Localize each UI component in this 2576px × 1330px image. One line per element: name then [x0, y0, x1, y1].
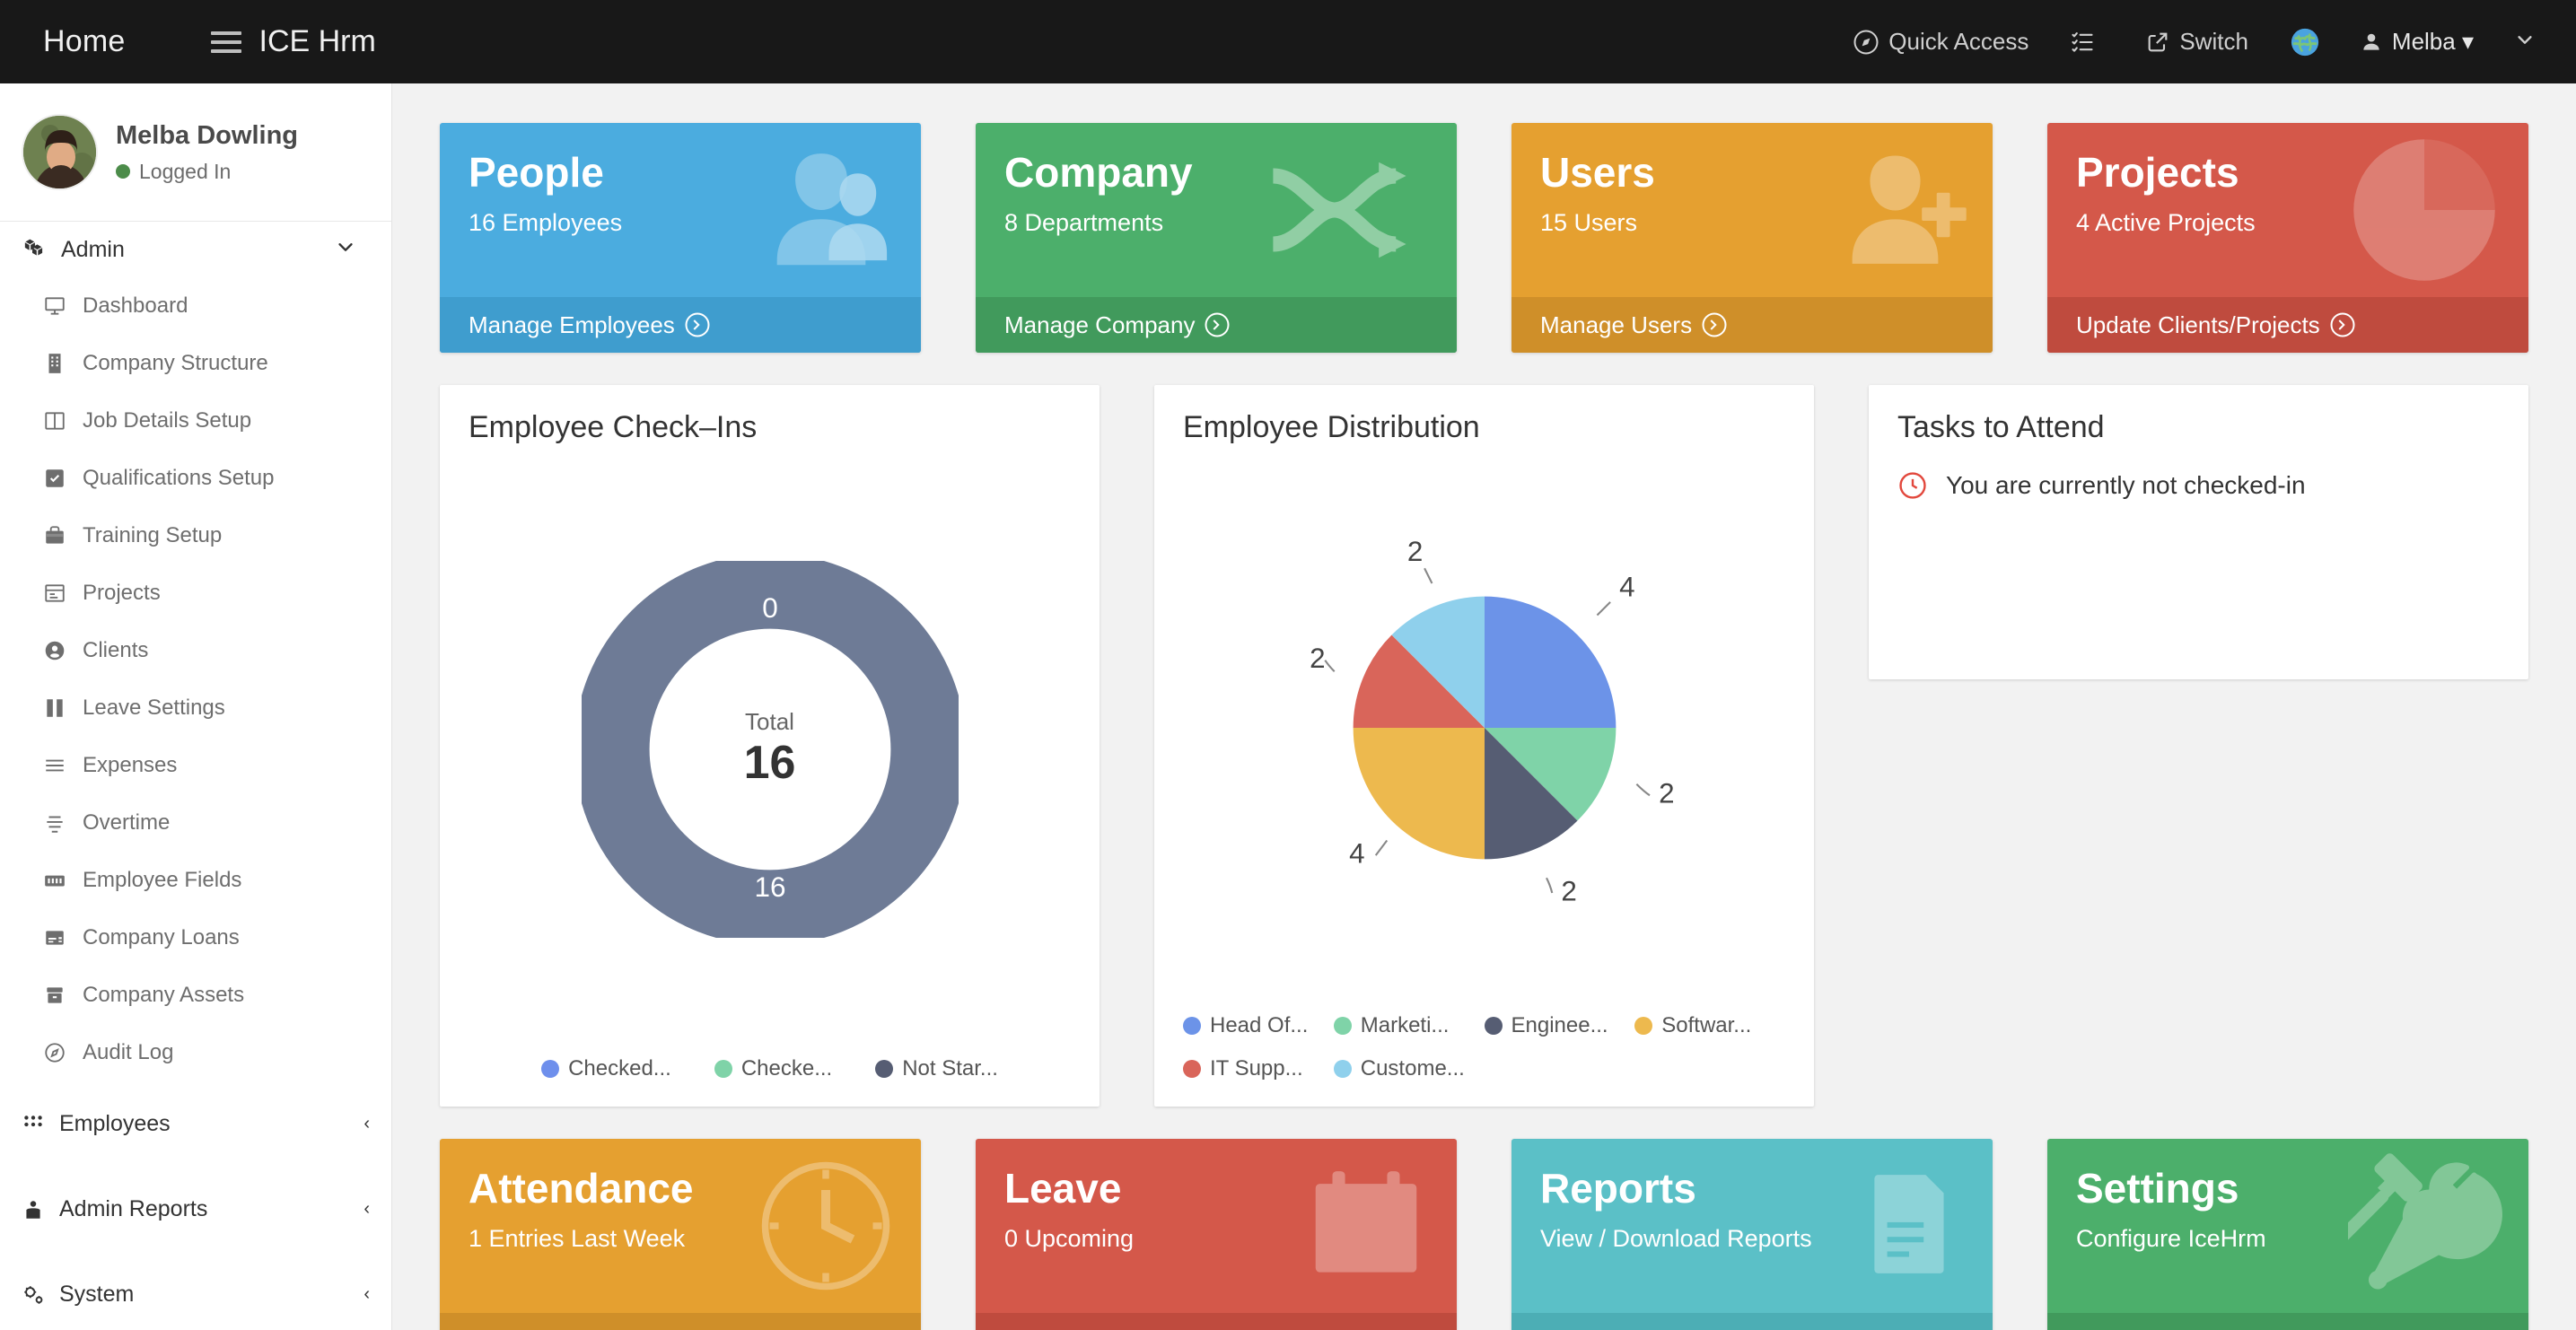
svg-text:2: 2 [1561, 875, 1576, 906]
svg-text:4: 4 [1349, 837, 1364, 869]
svg-text:2: 2 [1310, 643, 1325, 674]
svg-text:2: 2 [1406, 539, 1422, 567]
svg-text:0: 0 [762, 591, 778, 624]
svg-text:2: 2 [1659, 777, 1674, 809]
svg-text:16: 16 [754, 870, 785, 902]
svg-text:4: 4 [1619, 571, 1634, 602]
svg-text:0: 0 [762, 625, 778, 657]
